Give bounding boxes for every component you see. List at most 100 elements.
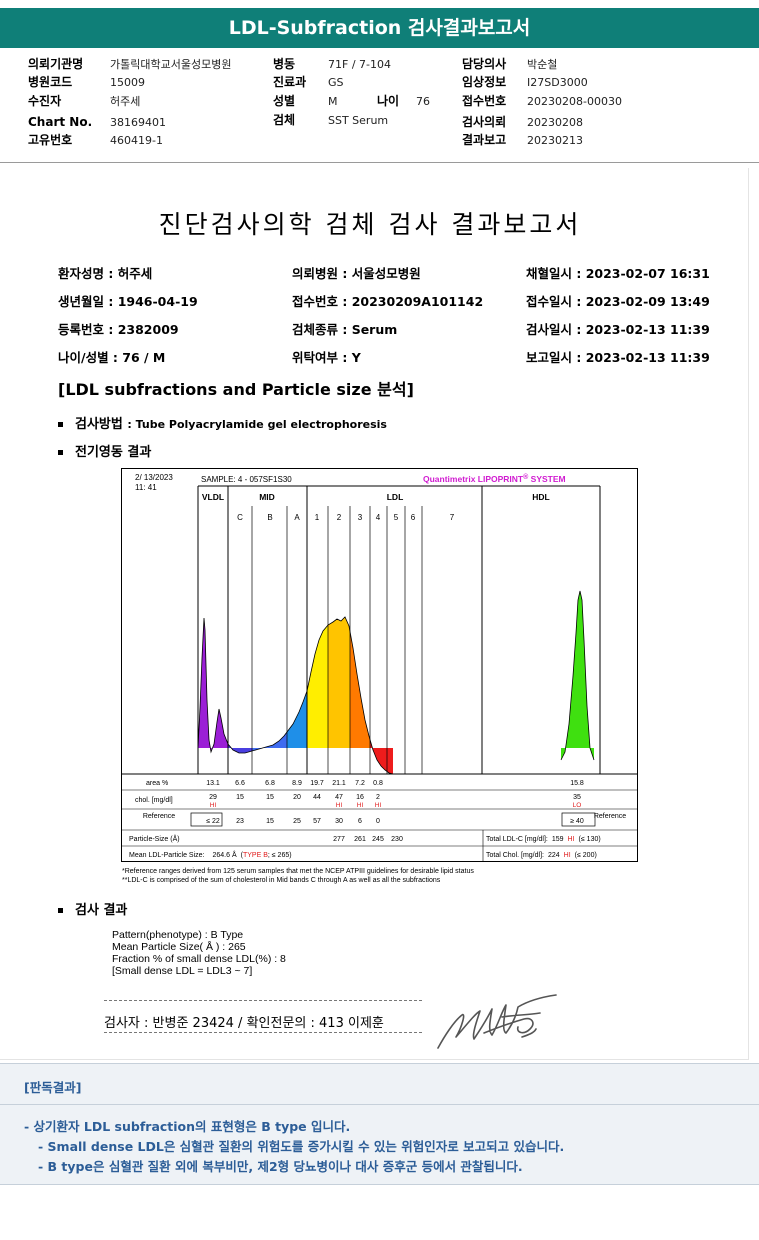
system-brand: Quantimetrix LIPOPRINT® SYSTEM: [423, 473, 566, 484]
field-value: 가톨릭대학교서울성모병원: [110, 58, 232, 71]
row-label-ref-right: Reference: [594, 813, 626, 820]
ref-cell: 30: [335, 818, 343, 825]
signature-line: [104, 1032, 422, 1033]
flag-cell: HI: [336, 802, 343, 809]
interpretation-heading: [판독결과]: [24, 1080, 82, 1095]
field-label: 성별: [273, 94, 296, 108]
flag-cell: LO: [573, 802, 582, 809]
field-value: I27SD3000: [527, 76, 588, 89]
field-label: 나이: [377, 94, 400, 108]
patient-field: 환자성명 : 허주세: [58, 266, 153, 281]
chart-sample: SAMPLE: 4 - 057SF1S30: [201, 475, 292, 484]
curve-outline: [560, 590, 595, 761]
band-label: 3: [358, 513, 363, 522]
row-label-area: area %: [146, 780, 168, 787]
field-value: 20230208: [527, 116, 583, 129]
ref-cell: 0: [376, 818, 380, 825]
ref-cell: ≤ 22: [206, 818, 220, 825]
mid-band-b: [252, 732, 287, 751]
result-label: 검사 결과: [75, 903, 128, 918]
field-label: 검사의뢰: [462, 115, 507, 129]
band-label: B: [267, 513, 272, 522]
patient-field: 채혈일시 : 2023-02-07 16:31: [526, 266, 710, 281]
field-label: 담당의사: [462, 57, 507, 71]
chol-cell: 29: [209, 794, 217, 801]
interpretation-line: - Small dense LDL은 심혈관 질환의 위험도를 증가시킬 수 있…: [38, 1139, 565, 1154]
field-label: Chart No.: [28, 115, 93, 129]
chart-date: 2/ 13/2023: [135, 473, 173, 482]
bullet-icon: [58, 450, 63, 455]
ref-cell: ≥ 40: [570, 818, 584, 825]
field-label: 임상정보: [462, 75, 507, 89]
band-label: A: [294, 513, 300, 522]
chol-cell: 2: [376, 794, 380, 801]
chol-cell: 47: [335, 794, 343, 801]
ldl-band-1: [307, 625, 328, 748]
curve-outline: [197, 616, 394, 775]
field-value: M: [328, 95, 338, 108]
particle-cell: 230: [391, 836, 403, 843]
band-label: 5: [394, 513, 399, 522]
field-value: 20230208-00030: [527, 95, 622, 108]
band-label: C: [237, 513, 243, 522]
ref-cell: 6: [358, 818, 362, 825]
electro-bullet: 전기영동 결과: [58, 441, 151, 460]
particle-cell: 277: [333, 836, 345, 843]
field-value: 76: [416, 95, 430, 108]
signature-slash: /: [238, 1016, 243, 1031]
field-label: 결과보고: [462, 133, 507, 147]
area-cell: 15.8: [570, 780, 584, 787]
footnote: **LDL-C is comprised of the sum of chole…: [122, 877, 441, 884]
field-value: 460419-1: [110, 134, 163, 147]
signature-line: [104, 1000, 422, 1001]
group-label: HDL: [532, 492, 549, 502]
total-ldl-line: Total LDL-C [mg/dl]: 159 HI (≤ 130): [486, 836, 601, 843]
flag-cell: HI: [210, 802, 217, 809]
electrophoresis-chart: 2/ 13/2023 11: 41 SAMPLE: 4 - 057SF1S30 …: [121, 468, 638, 862]
row-label-ref: Reference: [143, 813, 175, 820]
row-label-chol: chol. [mg/dl]: [135, 797, 173, 804]
interpretation-line: - B type은 심혈관 질환 외에 복부비만, 제2형 당뇨병이나 대사 증…: [38, 1159, 523, 1174]
report-panel: [0, 168, 749, 1060]
ref-box: [561, 812, 596, 827]
patient-field: 생년월일 : 1946-04-19: [58, 294, 198, 309]
field-value: GS: [328, 76, 344, 89]
ref-box: [190, 812, 223, 827]
field-label: 의뢰기관명: [28, 57, 84, 71]
mean-size-line: Mean LDL-Particle Size: 264.6 Å (TYPE B; ≤…: [129, 850, 292, 859]
band-label: 4: [376, 513, 381, 522]
result-line: [Small dense LDL = LDL3 ~ 7]: [112, 965, 253, 977]
area-cell: 0.8: [373, 780, 383, 787]
field-label: 접수번호: [462, 94, 507, 108]
field-label: 검체: [273, 113, 296, 127]
patient-field: 의뢰병원 : 서울성모병원: [292, 266, 421, 281]
inspector-label: 검사자 : 반병준: [104, 1016, 189, 1031]
bullet-icon: [58, 422, 63, 427]
patient-field: 나이/성별 : 76 / M: [58, 350, 166, 365]
chart-time: 11: 41: [135, 483, 157, 492]
flag-cell: HI: [375, 802, 382, 809]
signature-text: 검사자 : 반병준 23424 / 확인전문의 : 413 이제훈: [104, 1012, 384, 1031]
ref-cell: 23: [236, 818, 244, 825]
area-cell: 6.6: [235, 780, 245, 787]
patient-field: 보고일시 : 2023-02-13 11:39: [526, 350, 710, 365]
chol-cell: 16: [356, 794, 364, 801]
chart-footnotes: *Reference ranges derived from 125 serum…: [122, 867, 474, 885]
chol-cell: 44: [313, 794, 321, 801]
chol-cell: 35: [573, 794, 581, 801]
interpretation-line: - 상기환자 LDL subfraction의 표현형은 B type 입니다.: [24, 1119, 351, 1134]
header-divider: [0, 162, 759, 163]
band-label: 1: [315, 513, 320, 522]
patient-field: 접수번호 : 20230209A101142: [292, 294, 484, 309]
chol-cell: 20: [293, 794, 301, 801]
field-value: 20230213: [527, 134, 583, 147]
method-label: 검사방법: [75, 417, 123, 432]
ref-cell: 15: [266, 818, 274, 825]
chol-cell: 15: [236, 794, 244, 801]
bullet-icon: [58, 908, 63, 913]
flag-cell: HI: [357, 802, 364, 809]
chol-cell: 15: [266, 794, 274, 801]
particle-cell: 261: [354, 836, 366, 843]
particle-cell: 245: [372, 836, 384, 843]
interpretation-divider: [0, 1104, 759, 1105]
